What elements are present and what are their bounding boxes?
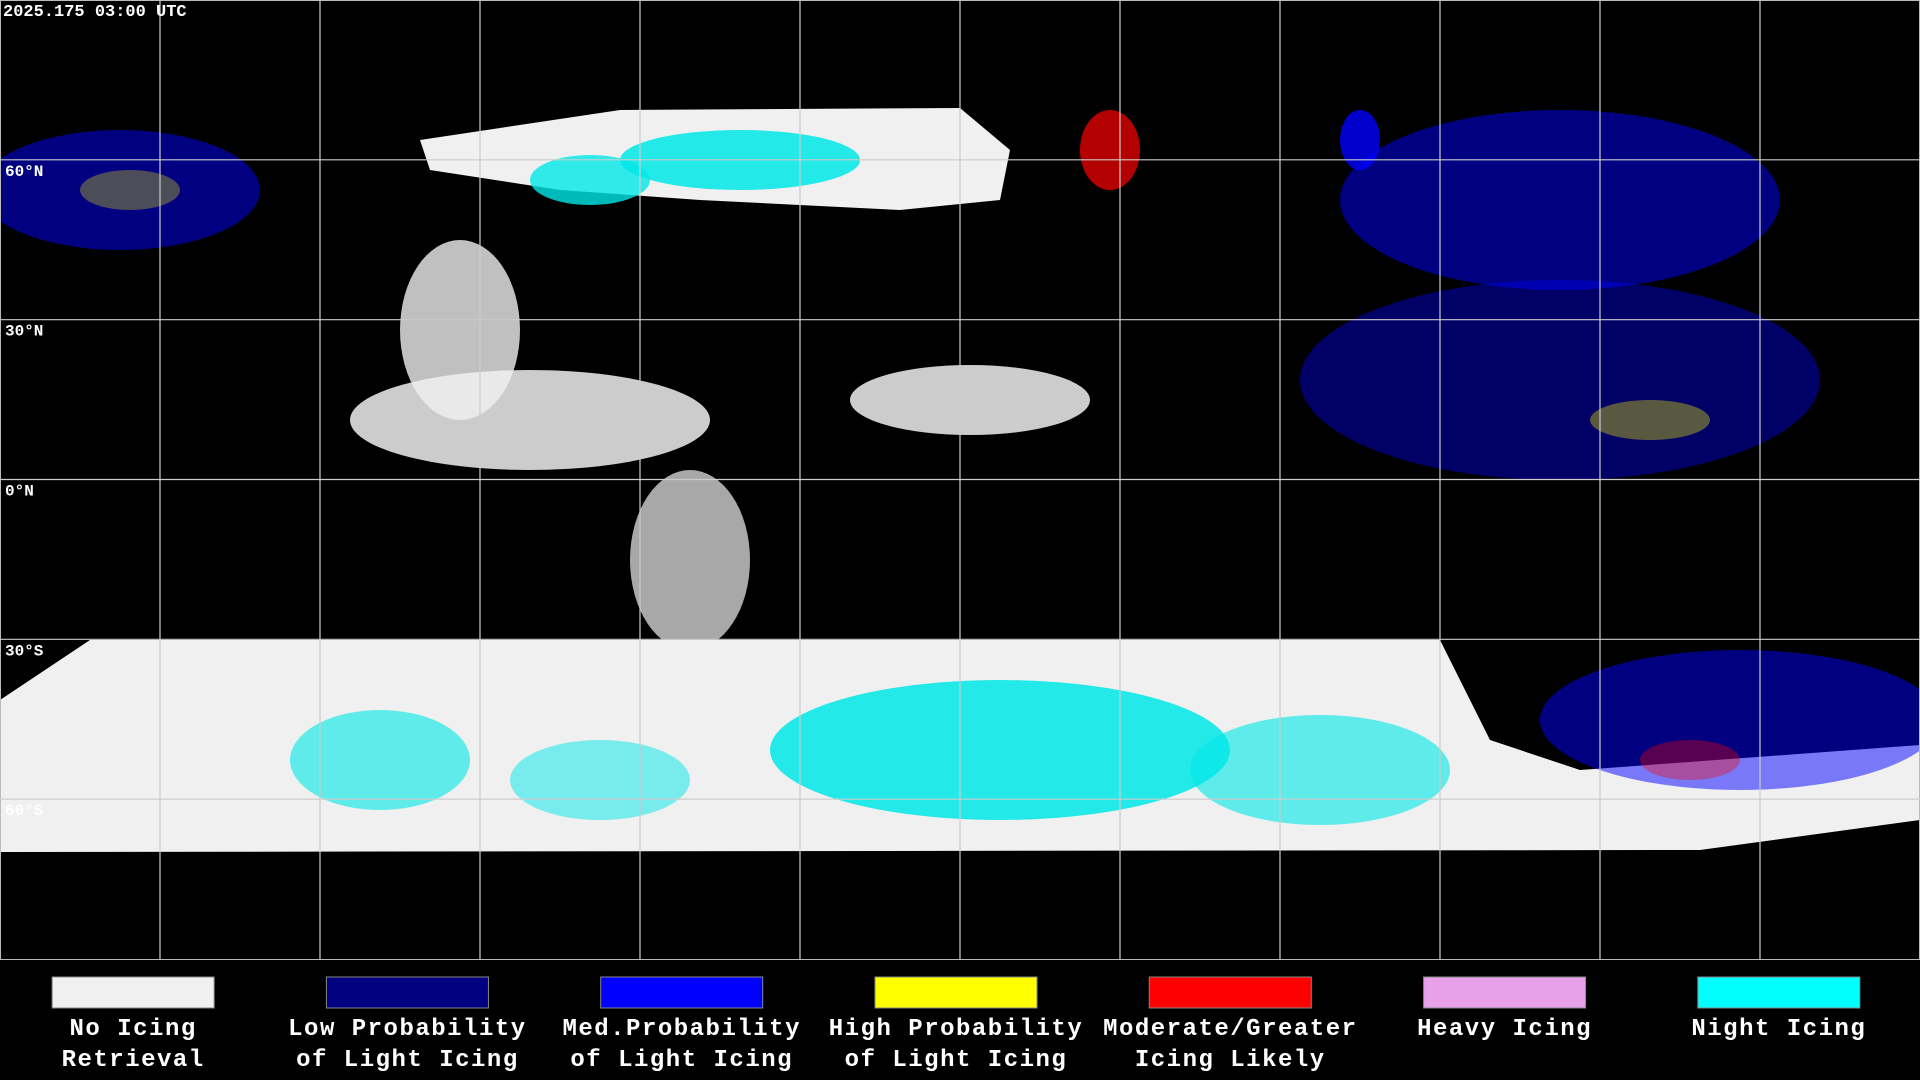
legend: No Icing Retrieval Low Probability of Light… <box>51 976 1866 1074</box>
legend-label: Moderate/Greater <box>1103 1016 1357 1043</box>
legend-swatch <box>1423 976 1587 1009</box>
legend-swatch <box>600 976 764 1009</box>
legend-label: Icing Likely <box>1135 1047 1326 1074</box>
latitude-label: 0°N <box>5 483 34 501</box>
timestamp: 2025.175 03:00 UTC <box>3 3 187 22</box>
no-icing-region <box>630 470 750 650</box>
night-icing-region <box>770 680 1230 820</box>
night-icing-region <box>1190 715 1450 825</box>
latitude-labels: 60°N 30°N 0°N 30°S 60°S <box>5 163 44 820</box>
legend-label: of Light Icing <box>845 1047 1068 1074</box>
legend-swatch <box>325 976 489 1009</box>
icing-region <box>1340 110 1780 290</box>
icing-region <box>1340 110 1380 170</box>
legend-label: of Light Icing <box>296 1047 519 1074</box>
icing-region <box>1300 280 1820 480</box>
legend-label: Med.Probability <box>562 1016 801 1043</box>
legend-label: Night Icing <box>1691 1016 1866 1043</box>
legend-label: High Probability <box>829 1016 1083 1043</box>
legend-label: Low Probability <box>288 1016 527 1043</box>
legend-swatch <box>874 976 1038 1009</box>
icing-region <box>1080 110 1140 190</box>
latitude-label: 60°S <box>5 802 44 820</box>
night-icing-region <box>290 710 470 810</box>
latitude-label: 60°N <box>5 163 43 181</box>
legend-swatch <box>1148 976 1312 1009</box>
night-icing-region <box>510 740 690 820</box>
icing-region <box>80 170 180 210</box>
no-icing-region <box>850 365 1090 435</box>
latitude-label: 30°N <box>5 323 43 341</box>
icing-region <box>1640 740 1740 780</box>
icing-region <box>1590 400 1710 440</box>
latitude-label: 30°S <box>5 642 44 660</box>
legend-label: Heavy Icing <box>1417 1016 1592 1043</box>
icing-region <box>1540 650 1920 790</box>
legend-swatch <box>51 976 215 1009</box>
legend-label: No Icing <box>70 1016 197 1043</box>
legend-swatch <box>1697 976 1861 1009</box>
legend-label: of Light Icing <box>570 1047 793 1074</box>
graticule <box>0 0 1920 960</box>
legend-label: Retrieval <box>62 1047 205 1074</box>
night-icing-region <box>530 155 650 205</box>
no-icing-region <box>350 370 710 470</box>
